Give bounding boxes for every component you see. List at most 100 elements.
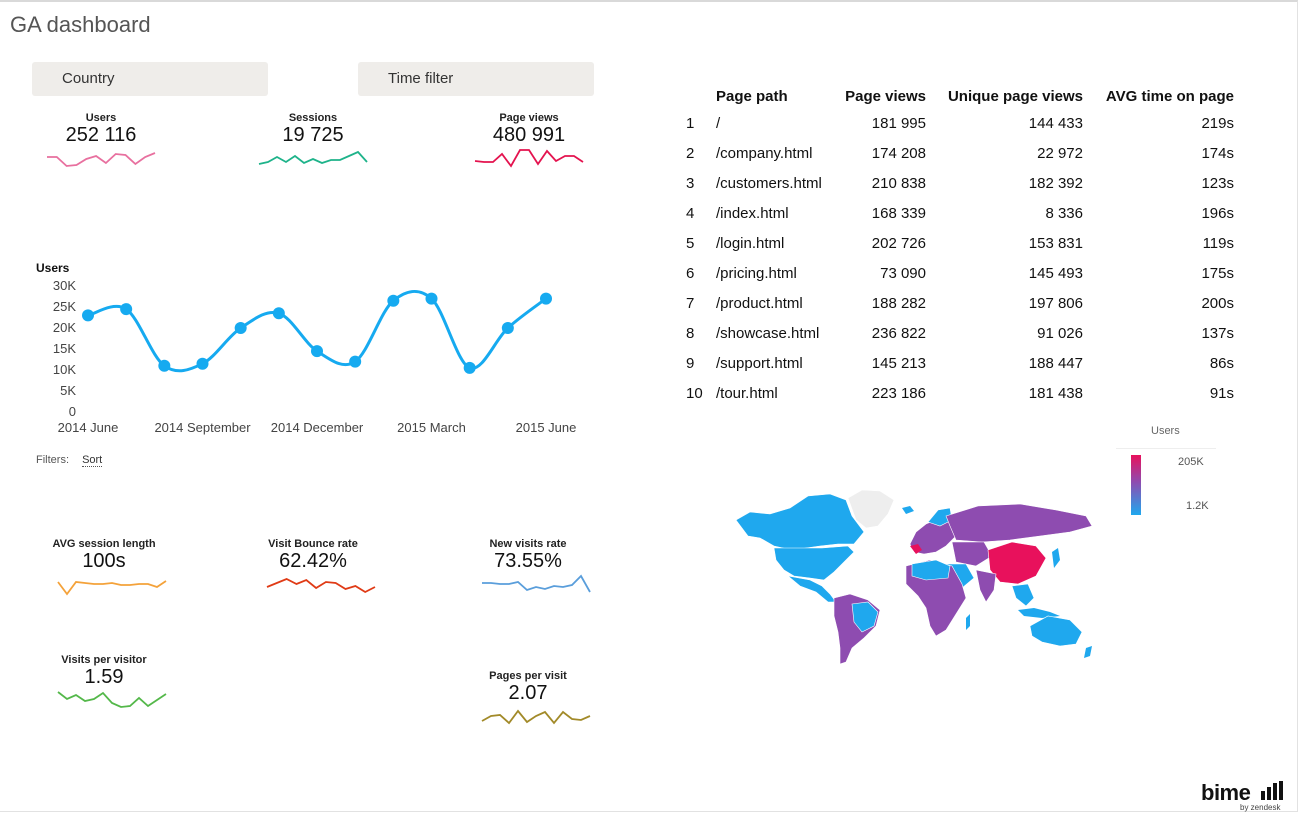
table-row[interactable]: 10/tour.html 223 186 181 438 91s [678,378,1234,408]
table-row[interactable]: 5/login.html 202 726 153 831 119s [678,228,1234,258]
page-path-table: Page path Page views Unique page views A… [678,84,1234,408]
users-data-point[interactable] [540,292,552,305]
row-page-views: 236 822 [871,324,926,342]
users-data-point[interactable] [82,309,94,322]
table-row[interactable]: 2/company.html 174 208 22 972 174s [678,138,1234,168]
legend-divider [1116,448,1216,449]
map-region-china[interactable] [987,541,1047,585]
map-region-australia[interactable] [1029,615,1083,647]
row-avg-time: 137s [1201,324,1234,342]
row-rank: 8 [686,324,695,342]
row-page-path: /customers.html [716,174,822,192]
row-unique-page-views: 181 438 [1028,384,1083,402]
map-region-brazil[interactable] [851,601,879,633]
row-avg-time: 175s [1201,264,1234,282]
users-data-point[interactable] [120,303,133,316]
users-data-point[interactable] [234,322,247,334]
kpi-users: Users 252 116 [46,112,156,175]
country-filter[interactable]: Country [32,62,268,96]
sparkline-path [474,149,584,168]
world-map[interactable] [730,486,1100,668]
sort-link[interactable]: Sort [82,454,103,467]
kpi-sparkline [56,691,166,708]
users-data-point[interactable] [501,322,514,334]
row-page-path: /product.html [716,294,803,312]
kpi-label: Pages per visit [489,670,567,682]
avg-time-header[interactable]: AVG time on page [1105,87,1234,105]
table-row[interactable]: 7/product.html 188 282 197 806 200s [678,288,1234,318]
table-row[interactable]: 6/pricing.html 73 090 145 493 175s [678,258,1234,288]
row-unique-page-views: 144 433 [1028,114,1083,132]
row-unique-page-views: 188 447 [1028,354,1083,372]
page-views-header[interactable]: Page views [845,87,926,105]
users-data-point[interactable] [463,361,476,374]
map-region-india[interactable] [975,569,997,603]
map-region-indonesia[interactable] [1018,608,1060,618]
row-rank: 6 [686,264,695,282]
kpi-pages-per-visit: Pages per visit 2.07 [458,670,598,733]
kpi-value: 480 991 [492,124,566,146]
users-line-chart: 0 5K 10K 15K 20K 25K 30K 2014 June 2014 Septembe… [53,278,577,435]
y-tick-label: 20K [53,320,76,335]
sparkline-path [56,691,166,708]
table-header-row: Page path Page views Unique page views A… [678,84,1234,108]
kpi-sparkline [266,578,375,594]
map-region-usa[interactable] [773,545,855,581]
map-region-north-africa[interactable] [911,559,951,581]
kpi-label: Visit Bounce rate [268,538,358,550]
table-row[interactable]: 4/index.html 168 339 8 336 196s [678,198,1234,228]
users-data-point[interactable] [387,294,400,307]
kpi-sparkline [56,580,166,596]
map-region-russia[interactable] [945,503,1093,543]
kpi-sparkline [481,709,590,725]
map-region-scandinavia[interactable] [927,507,953,527]
row-page-views: 223 186 [871,384,926,402]
x-tick-label: 2014 December [271,420,364,435]
kpi-label: New visits rate [489,538,567,550]
map-region-canada[interactable] [735,493,865,551]
y-tick-label: 10K [53,362,76,377]
x-tick-label: 2014 September [154,420,251,435]
users-data-point[interactable] [272,307,285,320]
row-rank: 3 [686,174,695,192]
table-row[interactable]: 9/support.html 145 213 188 447 86s [678,348,1234,378]
row-rank: 4 [686,204,695,222]
map-region-madagascar[interactable] [966,614,970,630]
kpi-value: 73.55% [494,550,562,572]
users-data-point[interactable] [311,345,323,358]
sparkline-path [56,580,166,596]
kpi-page-views: Page views 480 991 [474,112,584,175]
page-path-header[interactable]: Page path [716,87,788,105]
row-rank: 10 [686,384,703,402]
kpi-value: 100s [82,550,126,572]
bime-bars-icon [1261,781,1283,800]
users-data-point[interactable] [425,292,438,305]
time-filter[interactable]: Time filter [358,62,594,96]
map-region-mexico[interactable] [786,575,837,603]
users-data-point[interactable] [349,355,362,368]
table-row[interactable]: 3/customers.html 210 838 182 392 123s [678,168,1234,198]
map-region-iceland[interactable] [902,506,914,514]
map-region-greenland[interactable] [847,489,895,529]
table-row[interactable]: 1 / 181 995 144 433 219s [678,108,1234,138]
map-region-japan[interactable] [1052,548,1060,568]
kpi-sparkline [481,574,591,593]
row-page-path: /index.html [716,204,789,222]
users-data-point[interactable] [158,359,171,372]
filters-label: Filters: [36,454,69,466]
map-region-africa[interactable] [905,559,967,637]
row-page-path: /login.html [716,234,785,252]
row-rank: 1 [686,114,695,132]
row-page-path: /support.html [716,354,803,372]
map-region-southeast-asia[interactable] [1011,583,1035,607]
sparkline-path [47,152,156,167]
filter-bar: Filters: Sort [36,454,103,467]
map-region-france[interactable] [910,544,922,554]
map-region-new-zealand[interactable] [1084,646,1092,658]
row-page-path: /company.html [716,144,813,162]
map-region-central-asia[interactable] [951,541,993,567]
users-data-point[interactable] [196,357,209,370]
table-row[interactable]: 8/showcase.html 236 822 91 026 137s [678,318,1234,348]
map-legend-max: 205K [1178,456,1204,468]
unique-page-views-header[interactable]: Unique page views [947,87,1083,105]
